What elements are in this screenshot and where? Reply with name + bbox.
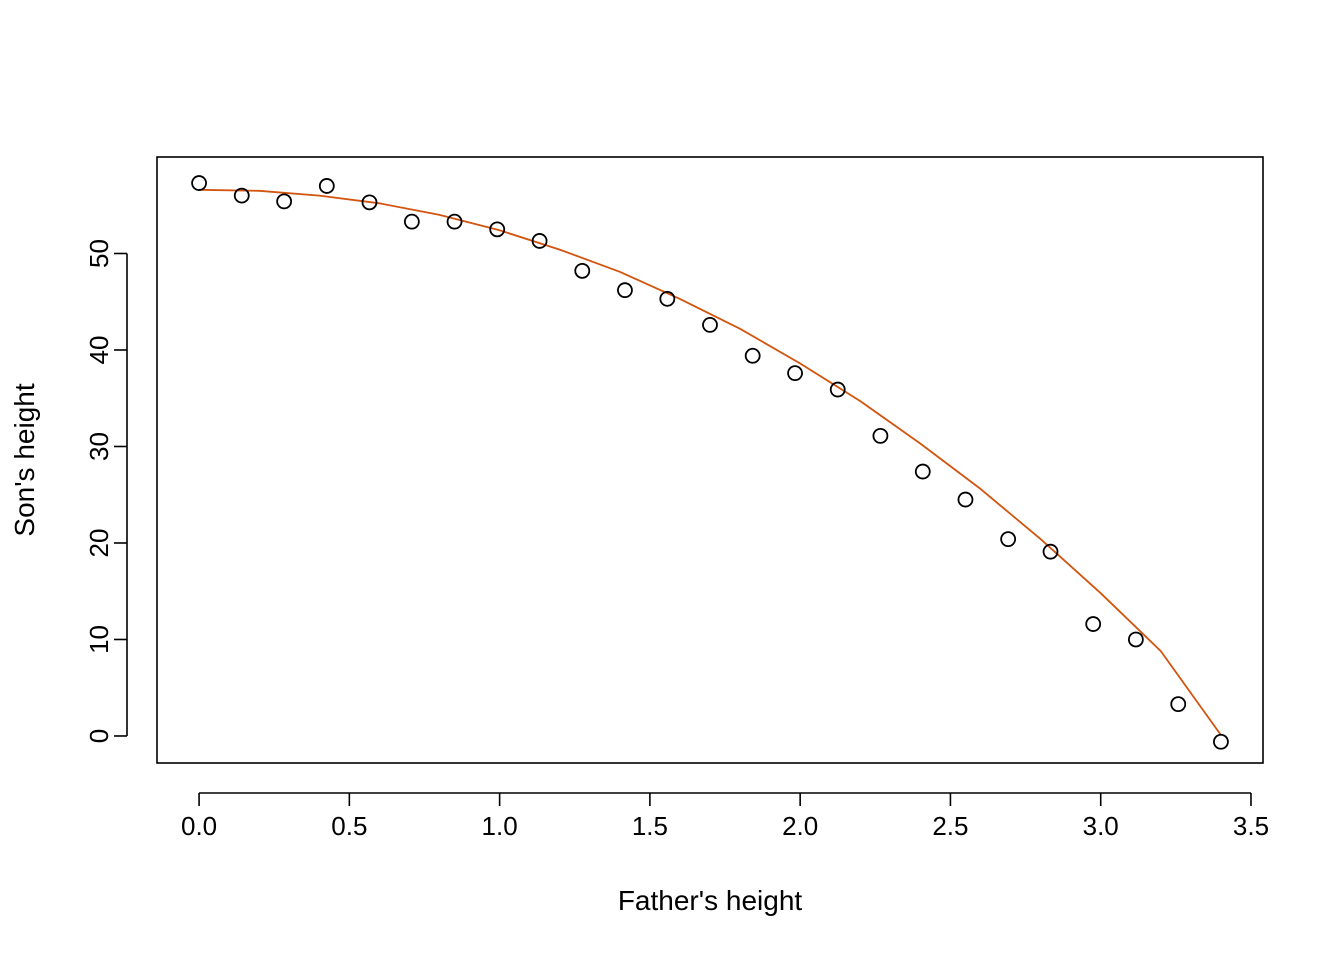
data-point: [361, 194, 378, 211]
x-tick-label: 1.0: [482, 811, 518, 841]
x-axis-title: Father's height: [618, 885, 803, 916]
data-point: [659, 290, 676, 307]
y-tick-label: 30: [84, 432, 114, 461]
data-point: [446, 213, 463, 230]
data-point: [403, 213, 420, 230]
y-axis-title: Son's height: [9, 383, 40, 536]
x-tick-label: 2.5: [932, 811, 968, 841]
data-point: [914, 463, 931, 480]
data-point: [957, 491, 974, 508]
x-tick-label: 2.0: [782, 811, 818, 841]
data-point: [574, 262, 591, 279]
data-point: [1213, 733, 1229, 750]
data-point: [1085, 616, 1102, 632]
data-point: [1000, 531, 1017, 548]
data-point: [1127, 631, 1144, 648]
data-point: [191, 175, 207, 191]
data-point: [1042, 543, 1059, 560]
plot-frame: [156, 156, 1264, 764]
y-tick-label: 20: [84, 529, 114, 558]
data-point: [233, 187, 250, 204]
data-point: [702, 317, 718, 333]
x-axis: 0.0 0.5 1.0 1.5 2.0 2.5 3.0 3.5: [181, 792, 1269, 841]
x-tick-label: 0.5: [331, 811, 367, 841]
data-point: [744, 347, 761, 364]
data-point: [1170, 696, 1187, 713]
data-point: [787, 365, 803, 382]
data-point: [531, 233, 548, 249]
data-point: [489, 221, 506, 238]
x-tick-label: 3.0: [1083, 811, 1119, 841]
y-tick-label: 50: [84, 239, 114, 268]
x-tick-label: 1.5: [632, 811, 668, 841]
data-point: [276, 193, 293, 210]
y-tick-label: 0: [84, 729, 114, 743]
fitted-curve: [199, 188, 1222, 736]
y-tick-label: 10: [84, 625, 114, 654]
x-tick-label: 3.5: [1233, 811, 1269, 841]
x-tick-label: 0.0: [181, 811, 217, 841]
y-tick-label: 40: [84, 336, 114, 365]
data-point: [829, 381, 846, 398]
data-point: [617, 282, 633, 299]
data-point: [318, 178, 335, 194]
plot-area: [191, 175, 1229, 750]
y-axis: 0 10 20 30 40 50: [84, 239, 128, 743]
data-point: [872, 427, 889, 444]
